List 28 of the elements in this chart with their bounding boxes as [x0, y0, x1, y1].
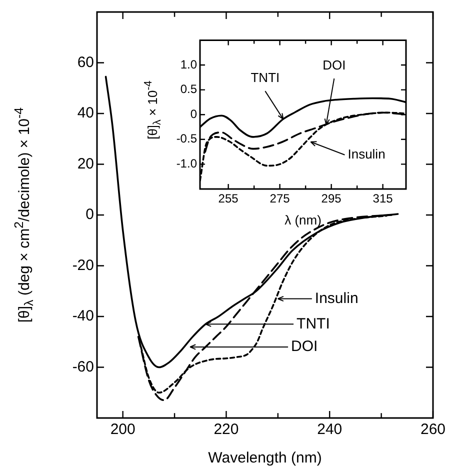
- annotation: Insulin: [348, 146, 386, 162]
- x-tick-label: 315: [372, 192, 394, 206]
- y-tick-label: 0: [86, 206, 94, 224]
- x-tick-label: 255: [218, 192, 239, 206]
- y-tick-label: 1.0: [180, 57, 198, 72]
- x-axis-title: λ (nm): [284, 212, 322, 228]
- y-tick-label: 40: [77, 104, 94, 122]
- x-axis-title: Wavelength (nm): [208, 450, 322, 466]
- y-tick-label: 20: [77, 155, 94, 172]
- annotation: DOI: [291, 338, 318, 356]
- x-tick-label: 220: [214, 421, 239, 438]
- annotation: TNTI: [250, 70, 280, 86]
- y-tick-label: -0.5: [176, 132, 198, 146]
- x-tick-label: 240: [317, 421, 342, 438]
- x-tick-label: 295: [321, 192, 342, 206]
- annotation: DOI: [322, 58, 346, 73]
- x-tick-label: 260: [420, 421, 446, 438]
- x-tick-label: 200: [110, 421, 136, 438]
- annotation: Insulin: [314, 290, 358, 307]
- y-tick-label: -20: [72, 256, 94, 274]
- y-tick-label: 60: [77, 54, 94, 71]
- x-tick-label: 275: [270, 192, 290, 206]
- y-tick-label: 0.5: [180, 82, 198, 96]
- annotation: TNTI: [296, 315, 330, 332]
- y-tick-label: -60: [72, 358, 94, 376]
- y-tick-label: 0: [190, 106, 198, 121]
- y-tick-label: -40: [72, 308, 94, 325]
- y-tick-label: -1.0: [176, 156, 198, 171]
